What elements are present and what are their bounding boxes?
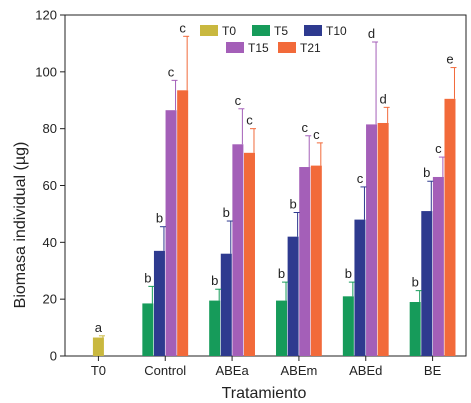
significance-label: c	[435, 141, 442, 156]
significance-label: b	[223, 205, 230, 220]
plot-frame	[65, 15, 466, 356]
legend-label-t0: T0	[222, 24, 236, 38]
y-tick-label: 20	[43, 292, 57, 307]
x-tick-label: Control	[144, 363, 186, 378]
significance-label: d	[380, 91, 387, 106]
y-tick-label: 60	[43, 178, 57, 193]
bar-t15-abea	[232, 144, 243, 356]
x-tick-label: ABEd	[349, 363, 382, 378]
significance-label: c	[235, 93, 242, 108]
bar-t0-t0	[93, 338, 104, 356]
bar-t21-control	[177, 90, 188, 356]
significance-label: b	[278, 266, 285, 281]
significance-label: b	[144, 270, 151, 285]
legend-label-t15: T15	[248, 41, 269, 55]
bar-t5-abea	[209, 301, 220, 356]
y-tick-label: 0	[50, 349, 57, 364]
significance-label: b	[423, 165, 430, 180]
x-axis-label: Tratamiento	[222, 385, 307, 402]
legend-swatch-t21	[278, 42, 296, 53]
bar-t5-abed	[343, 296, 354, 356]
bars-layer	[93, 90, 456, 356]
x-tick-label: T0	[91, 363, 106, 378]
significance-label: b	[211, 273, 218, 288]
legend-swatch-t15	[226, 42, 244, 53]
significance-label: d	[368, 26, 375, 41]
bar-t15-be	[433, 177, 444, 356]
significance-label: c	[168, 64, 175, 79]
y-axis-label: Biomasa individual (µg)	[12, 142, 29, 309]
bar-t5-be	[410, 302, 421, 356]
x-tick-label: ABEm	[280, 363, 317, 378]
significance-label: b	[412, 275, 419, 290]
bar-t10-control	[154, 251, 165, 356]
x-axis: T0 Control ABEa ABEm ABEd BE	[91, 356, 442, 378]
bar-t5-control	[142, 303, 153, 356]
legend: T0 T5 T10 T15 T21	[200, 24, 347, 55]
bar-t5-abem	[276, 301, 287, 356]
error-bars-layer	[99, 36, 457, 337]
significance-label: c	[179, 20, 186, 35]
bar-t10-abea	[221, 254, 232, 356]
y-axis: 0 20 40 60 80 100 120	[35, 8, 65, 364]
legend-label-t10: T10	[326, 24, 347, 38]
y-tick-label: 40	[43, 235, 57, 250]
y-tick-label: 80	[43, 121, 57, 136]
bar-t21-abem	[311, 166, 322, 356]
significance-label: b	[156, 211, 163, 226]
bar-t15-abed	[366, 124, 377, 356]
significance-label: a	[95, 320, 103, 335]
legend-swatch-t10	[304, 25, 322, 36]
bar-t15-control	[166, 110, 177, 356]
legend-label-t21: T21	[300, 41, 321, 55]
significance-label: b	[345, 266, 352, 281]
bar-t10-abem	[288, 237, 299, 356]
bar-t10-be	[421, 211, 432, 356]
significance-label: c	[357, 171, 364, 186]
significance-label: b	[289, 196, 296, 211]
x-tick-label: BE	[424, 363, 442, 378]
y-tick-label: 100	[35, 64, 57, 79]
legend-label-t5: T5	[274, 24, 288, 38]
bar-t10-abed	[354, 220, 365, 356]
plot-border	[65, 15, 466, 356]
legend-swatch-t0	[200, 25, 218, 36]
significance-label: c	[246, 113, 253, 128]
bar-t21-abed	[378, 123, 389, 356]
bar-t21-abea	[244, 153, 255, 356]
significance-label: c	[313, 127, 320, 142]
legend-swatch-t5	[252, 25, 270, 36]
bar-t15-abem	[299, 167, 310, 356]
y-tick-label: 120	[35, 8, 57, 23]
bar-t21-be	[444, 99, 455, 356]
x-tick-label: ABEa	[215, 363, 249, 378]
significance-label: e	[446, 52, 453, 67]
significance-label: c	[301, 120, 308, 135]
